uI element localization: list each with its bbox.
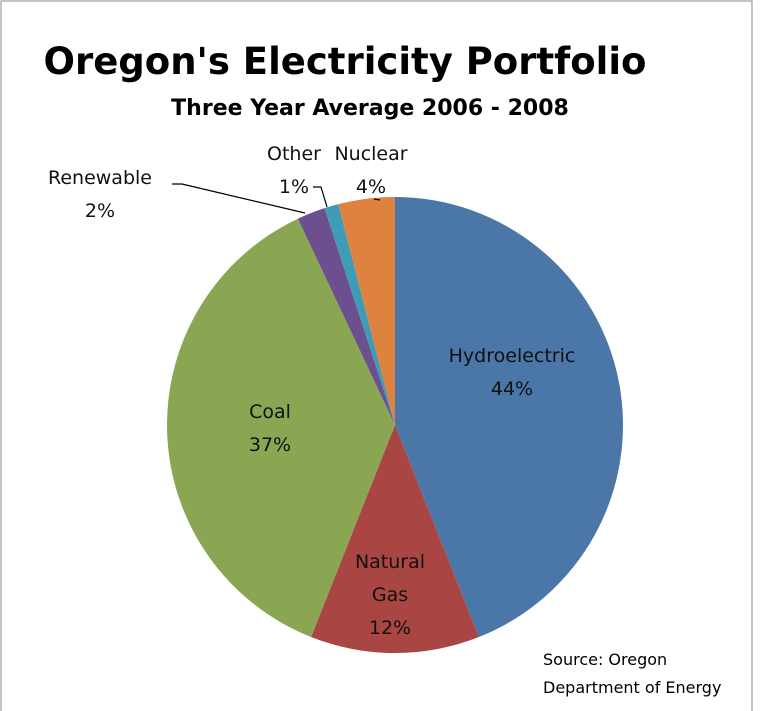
slice-value: 44% — [490, 378, 534, 400]
slice-name: Other — [267, 143, 321, 165]
slice-value: 37% — [248, 434, 292, 456]
chart-subtitle: Three Year Average 2006 - 2008 — [171, 96, 569, 121]
slice-label: Other 1% — [254, 138, 334, 204]
slice-name: Natural Gas — [354, 551, 426, 606]
pie-slice — [167, 218, 395, 637]
pie-slice — [311, 425, 479, 653]
pie-slice — [324, 204, 395, 425]
slice-name: Nuclear — [334, 143, 408, 165]
leader-line — [373, 198, 381, 201]
slice-name: Hydroelectric — [448, 345, 576, 367]
leader-line — [313, 186, 328, 208]
slice-value: 4% — [355, 176, 387, 198]
pie-slice — [338, 197, 395, 425]
source-note: Source: Oregon Department of Energy — [543, 650, 722, 697]
slice-value: 1% — [278, 176, 310, 198]
slice-name: Coal — [249, 401, 291, 423]
pie-slice — [297, 208, 395, 425]
chart-title: Oregon's Electricity Portfolio — [43, 40, 647, 83]
slice-label: Coal 37% — [220, 396, 320, 462]
slice-name: Renewable — [48, 167, 152, 189]
slice-label: Natural Gas 12% — [340, 546, 440, 645]
slice-label: Hydroelectric 44% — [447, 340, 577, 406]
slice-value: 2% — [84, 200, 116, 222]
slice-label: Nuclear 4% — [326, 138, 416, 204]
slice-value: 12% — [368, 617, 412, 639]
leader-line — [172, 183, 306, 214]
slice-label: Renewable 2% — [30, 162, 170, 228]
slices — [167, 197, 624, 653]
pie-slice — [395, 197, 624, 637]
